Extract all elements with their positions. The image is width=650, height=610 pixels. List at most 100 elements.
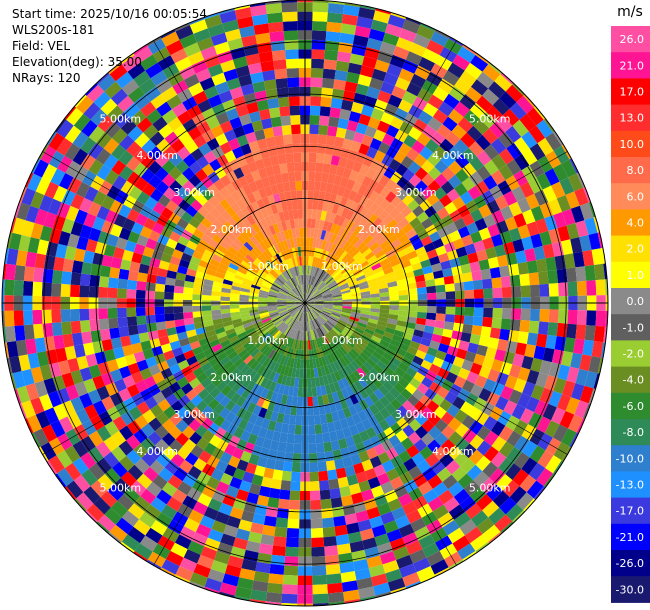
velocity-gate: [359, 5, 376, 11]
velocity-gate: [414, 323, 426, 332]
velocity-gate: [298, 285, 303, 295]
velocity-gate: [21, 187, 36, 206]
velocity-gate: [335, 534, 350, 546]
velocity-gate: [62, 258, 74, 273]
velocity-gate: [298, 340, 302, 350]
velocity-gate: [286, 280, 294, 289]
velocity-gate: [252, 81, 266, 93]
velocity-gate: [283, 346, 290, 357]
velocity-gate: [567, 309, 578, 325]
velocity-gate: [145, 62, 163, 79]
velocity-gate: [176, 186, 189, 200]
velocity-gate: [333, 300, 343, 303]
velocity-gate: [149, 257, 161, 268]
velocity-gate: [305, 293, 308, 303]
velocity-gate: [287, 327, 293, 337]
velocity-gate: [253, 350, 263, 361]
velocity-gate: [460, 458, 476, 474]
velocity-gate: [113, 378, 127, 393]
velocity-gate: [361, 304, 371, 309]
velocity-gate: [265, 389, 274, 401]
velocity-gate: [224, 28, 242, 42]
velocity-gate: [139, 367, 153, 380]
velocity-gate: [274, 68, 288, 80]
velocity-gate: [220, 210, 232, 222]
velocity-gate: [72, 131, 89, 149]
velocity-gate: [405, 581, 421, 589]
velocity-gate: [237, 348, 248, 358]
velocity-gate: [363, 498, 378, 511]
colorbar-swatch: [611, 209, 650, 237]
velocity-gate: [545, 132, 562, 151]
velocity-gate: [209, 207, 221, 219]
velocity-gate: [188, 82, 204, 97]
velocity-gate: [462, 428, 477, 444]
velocity-gate: [32, 281, 43, 297]
velocity-gate: [417, 306, 428, 313]
velocity-gate: [144, 396, 158, 410]
velocity-gate: [277, 306, 287, 310]
velocity-gate: [348, 190, 358, 202]
velocity-gate: [306, 237, 311, 247]
velocity-gate: [305, 303, 314, 307]
velocity-gate: [307, 396, 314, 407]
velocity-gate: [296, 340, 301, 350]
velocity-gate: [55, 118, 67, 133]
velocity-gate: [208, 371, 220, 383]
velocity-gate: [336, 543, 352, 555]
velocity-gate: [513, 213, 527, 228]
velocity-gate: [237, 374, 248, 386]
velocity-gate: [323, 300, 334, 303]
velocity-gate: [442, 520, 460, 536]
velocity-gate: [169, 340, 181, 351]
velocity-gate: [248, 265, 259, 274]
velocity-gate: [357, 410, 368, 422]
velocity-gate: [313, 414, 321, 425]
velocity-gate: [327, 173, 336, 185]
velocity-gate: [387, 577, 406, 592]
velocity-gate: [145, 314, 156, 324]
velocity-gate: [177, 235, 190, 247]
velocity-gate: [6, 248, 19, 265]
velocity-gate: [443, 93, 460, 109]
velocity-gate: [211, 343, 223, 353]
velocity-gate: [154, 425, 169, 439]
velocity-gate: [405, 211, 417, 223]
velocity-gate: [385, 191, 397, 203]
velocity-gate: [395, 325, 406, 333]
velocity-gate: [396, 176, 409, 189]
velocity-gate: [359, 284, 369, 290]
velocity-gate: [354, 25, 371, 38]
colorbar-tick-label: 2.0: [627, 243, 645, 256]
velocity-gate: [111, 144, 127, 160]
velocity-gate: [314, 297, 324, 301]
velocity-gate: [233, 238, 244, 248]
velocity-gate: [193, 134, 207, 148]
velocity-gate: [273, 59, 287, 70]
velocity-gate: [377, 50, 393, 64]
velocity-gate: [278, 310, 288, 316]
velocity-gate: [330, 233, 338, 244]
velocity-gate: [196, 265, 208, 274]
velocity-gate: [314, 278, 321, 288]
velocity-gate: [295, 368, 300, 378]
velocity-gate: [362, 220, 373, 232]
velocity-gate: [5, 325, 16, 343]
velocity-gate: [443, 321, 455, 331]
velocity-gate: [436, 207, 450, 220]
velocity-gate: [315, 162, 324, 173]
velocity-gate: [324, 144, 335, 156]
velocity-gate: [88, 430, 104, 447]
velocity-gate: [9, 356, 22, 374]
velocity-gate: [419, 146, 434, 160]
velocity-gate: [328, 0, 345, 5]
velocity-gate: [470, 55, 489, 72]
velocity-gate: [496, 474, 513, 491]
velocity-gate: [154, 152, 170, 168]
velocity-gate: [344, 513, 358, 525]
velocity-gate: [146, 273, 158, 284]
velocity-gate: [325, 135, 336, 146]
velocity-gate: [286, 433, 295, 444]
velocity-gate: [442, 116, 458, 132]
velocity-gate: [136, 315, 147, 326]
